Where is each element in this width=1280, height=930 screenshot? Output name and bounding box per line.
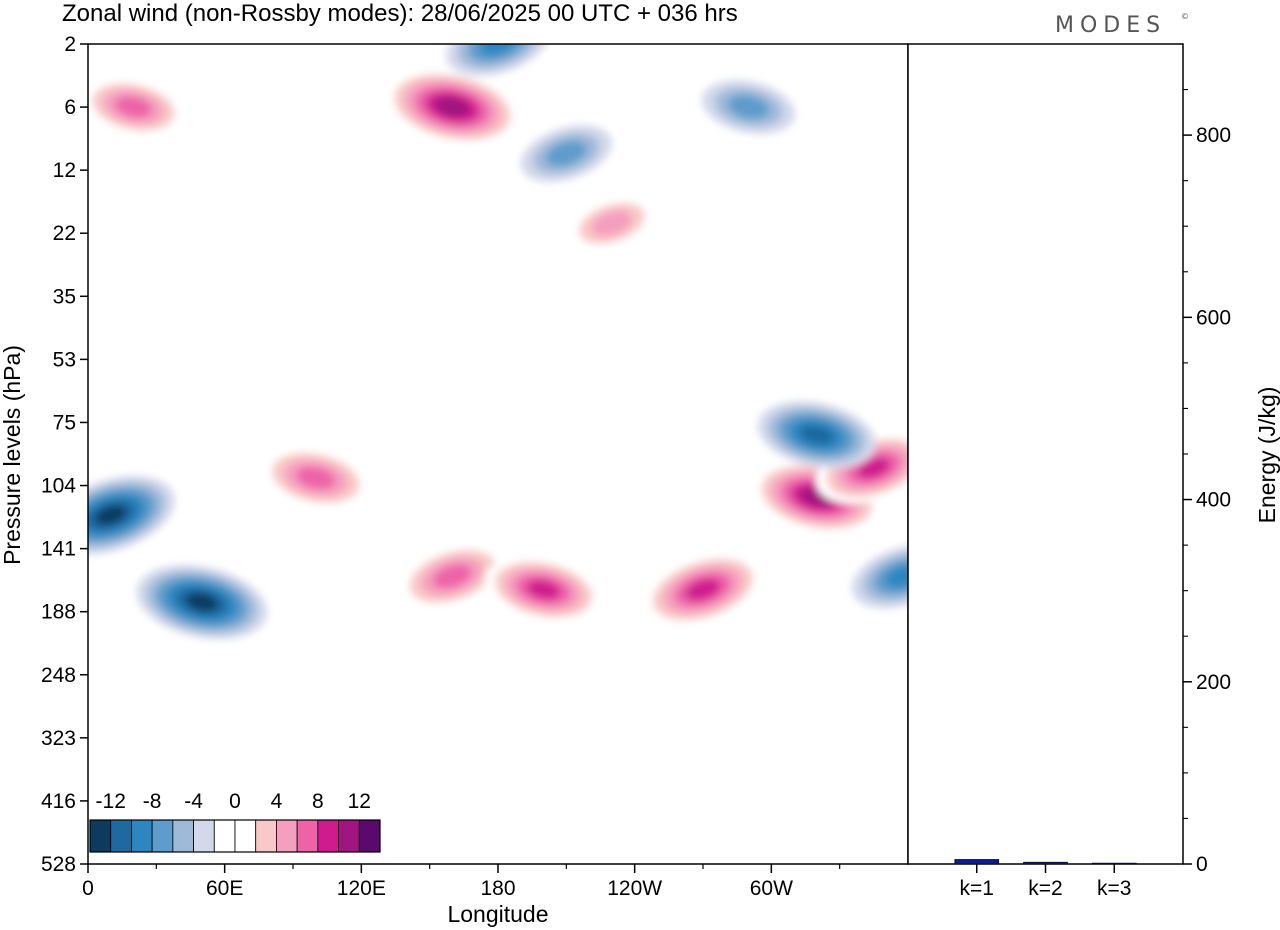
colorbar-swatch <box>317 819 339 853</box>
contour-band <box>433 564 472 589</box>
contour-band <box>526 580 561 600</box>
heatmap-feature <box>851 544 908 609</box>
x-tick-label: 60E <box>206 877 243 900</box>
energy-panel: k=1 k=2 k=3 0 200 400 600 800 Energy (J/kg) <box>907 43 1280 900</box>
colorbar-swatch <box>338 819 360 853</box>
contour-band <box>591 210 633 236</box>
energy-category-label: k=3 <box>1097 877 1131 900</box>
colorbar-swatch <box>151 819 174 853</box>
heatmap-panel <box>87 43 909 865</box>
x-axis: 0 60E 120E 180 120W 60W <box>82 864 841 900</box>
heatmap-feature <box>520 125 612 182</box>
energy-frame <box>907 43 1184 865</box>
colorbar-swatch <box>193 819 215 853</box>
colorbar-label: 4 <box>271 790 283 813</box>
heatmap-feature <box>757 401 876 469</box>
heatmap-feature <box>136 565 268 640</box>
heatmap-feature <box>642 552 764 628</box>
colorbar-swatch <box>234 819 257 853</box>
colorbar-swatch <box>276 819 298 853</box>
heatmap-feature <box>88 475 175 555</box>
energy-bars: k=1 k=2 k=3 <box>954 859 1137 900</box>
energy-bar <box>1091 862 1137 865</box>
energy-axis: 0 200 400 600 800 <box>1183 89 1231 876</box>
energy-tick-label: 800 <box>1196 124 1231 147</box>
energy-category-label: k=2 <box>1028 877 1062 900</box>
y-tick-label: 75 <box>53 411 76 434</box>
energy-axis-label: Energy (J/kg) <box>1254 387 1280 524</box>
energy-tick-label: 600 <box>1196 306 1231 329</box>
x-tick-label: 120W <box>607 877 662 900</box>
y-tick-label: 248 <box>41 664 76 687</box>
modes-logo: MODES <box>1055 13 1166 38</box>
heatmap-feature <box>566 194 658 252</box>
y-tick-label: 35 <box>53 285 76 308</box>
contour-band <box>685 578 721 601</box>
contour-band <box>546 140 587 167</box>
y-tick-label: 528 <box>41 853 76 876</box>
chart-title: Zonal wind (non-Rossby modes): 28/06/202… <box>62 0 738 27</box>
contour-band <box>435 97 470 117</box>
y-tick-label: 2 <box>64 33 76 56</box>
colorbar-label: -4 <box>184 790 203 813</box>
contour-band <box>885 565 908 588</box>
y-tick-label: 104 <box>41 475 76 498</box>
y-axis: 2 6 12 22 35 53 75 104 141 188 248 323 416 528 <box>41 33 88 876</box>
y-tick-label: 416 <box>41 790 76 813</box>
heatmap-feature <box>397 542 508 611</box>
y-tick-label: 323 <box>41 727 76 750</box>
colorbar-swatch <box>131 819 153 853</box>
contour-band <box>95 505 127 525</box>
heatmap-feature <box>383 68 521 146</box>
contour-band <box>296 466 336 490</box>
colorbar-swatch <box>172 819 194 853</box>
y-tick-label: 22 <box>53 222 76 245</box>
colorbar-label: -8 <box>143 790 162 813</box>
y-tick-label: 12 <box>53 159 76 182</box>
contour-band <box>727 95 770 120</box>
heatmap-blobs <box>88 44 908 640</box>
colorbar-swatch <box>296 819 319 853</box>
colorbar-frame <box>89 819 381 853</box>
heatmap-feature <box>702 80 796 134</box>
y-axis-label: Pressure levels (hPa) <box>0 345 25 565</box>
energy-bar <box>1023 861 1068 865</box>
x-tick-label: 0 <box>82 877 94 900</box>
contour-band <box>857 457 891 479</box>
heatmap-field <box>88 44 908 640</box>
x-tick-label: 180 <box>480 877 515 900</box>
logo-mark: © <box>1181 12 1189 21</box>
colorbar-swatch <box>110 819 132 853</box>
x-axis-label: Longitude <box>447 901 548 927</box>
y-tick-label: 141 <box>41 538 76 561</box>
y-tick-label: 188 <box>41 601 76 624</box>
colorbar-label: -12 <box>96 790 126 813</box>
colorbar-swatch <box>358 819 381 853</box>
energy-category-label: k=1 <box>960 877 994 900</box>
y-tick-label: 6 <box>64 96 76 119</box>
x-tick-label: 60W <box>750 877 793 900</box>
colorbar: -12 -8 -4 0 4 8 12 <box>89 790 381 853</box>
heatmap-feature <box>484 555 603 624</box>
contour-band <box>186 593 218 612</box>
x-tick-label: 120E <box>337 877 386 900</box>
colorbar-label: 8 <box>312 790 324 813</box>
contour-band <box>115 96 152 118</box>
heatmap-feature <box>259 445 372 510</box>
energy-tick-label: 400 <box>1196 489 1231 512</box>
colorbar-swatch <box>213 819 236 853</box>
energy-bar <box>954 859 1000 865</box>
colorbar-label: 12 <box>348 790 371 813</box>
energy-tick-label: 200 <box>1196 671 1231 694</box>
heatmap-feature <box>88 76 187 138</box>
colorbar-swatch <box>89 819 112 853</box>
y-tick-label: 53 <box>53 348 76 371</box>
contour-band <box>800 425 834 445</box>
energy-tick-label: 0 <box>1196 853 1208 876</box>
colorbar-swatch <box>255 819 277 853</box>
colorbar-label: 0 <box>229 790 241 813</box>
